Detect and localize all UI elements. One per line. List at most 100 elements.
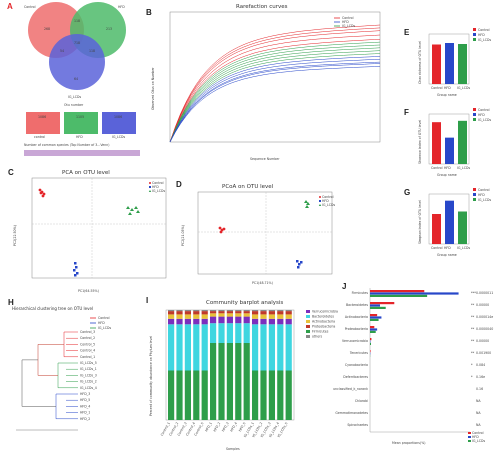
community-segment xyxy=(235,311,242,314)
community-segment xyxy=(260,311,267,315)
community-legend-label: Bacteroidetes xyxy=(312,315,334,319)
phylum-bar xyxy=(370,326,375,329)
phylum-significance: * xyxy=(471,363,473,367)
rarefaction-frame xyxy=(169,11,381,143)
pcoa-title: PCoA on OTU level xyxy=(222,184,274,190)
community-segment xyxy=(260,324,267,371)
rarefaction-title: Rarefaction curves xyxy=(236,4,288,10)
pca-legend-control: Control xyxy=(152,181,164,185)
bar-legend-swatch xyxy=(473,108,476,111)
panel-letter-a: A xyxy=(7,2,13,11)
bar-xlabel: Group name xyxy=(437,253,457,257)
tree-leaf-label: IG_LCDs_1 xyxy=(80,367,97,371)
bar-ylabel: Shannon index of OTU level xyxy=(418,120,422,164)
venn-bar-caption: Number of common species (Top Number of … xyxy=(24,143,110,147)
panel-letter-j: J xyxy=(342,282,347,291)
venn-label-hfd: HFD xyxy=(118,5,125,9)
phylum-pvalue: 0.0000011 xyxy=(476,291,493,295)
rarefaction-curve xyxy=(169,58,381,143)
community-segment xyxy=(285,324,292,371)
community-segment xyxy=(193,311,200,315)
community-segment xyxy=(226,310,233,312)
tree-leaf-label: IG_LCDs_4 xyxy=(80,386,97,390)
bar-ig_lcds xyxy=(458,44,467,84)
bar-legend-swatch xyxy=(473,193,476,196)
community-title: Community barplot analysis xyxy=(206,300,283,306)
bar-hfd xyxy=(445,43,454,84)
phylum-pvalue: 0.00000 xyxy=(476,339,489,343)
community-segment xyxy=(193,310,200,312)
pca-ylabel: PC2(22.50%) xyxy=(13,225,17,246)
community-segment xyxy=(168,314,175,319)
venn-bar-control xyxy=(26,112,60,134)
venn-value-c: 64 xyxy=(74,77,78,81)
phylum-bar xyxy=(370,350,371,353)
community-legend: VerrucomicrobiaBacteroidetesActinobacter… xyxy=(306,310,338,339)
community-segment xyxy=(243,316,250,324)
phylum-label: Spirochaetes xyxy=(347,423,368,427)
community-segment xyxy=(260,314,267,319)
community-segment xyxy=(226,343,233,420)
rarefaction-curve xyxy=(169,56,381,143)
phylum-pvalue: 0.001900 xyxy=(476,351,491,355)
legend-ig: IG_LCDs xyxy=(342,24,355,28)
community-segment xyxy=(252,311,259,315)
community-segment xyxy=(235,316,242,324)
community-segment xyxy=(193,314,200,319)
community-segment xyxy=(201,314,208,319)
community-segment xyxy=(268,370,275,420)
community-xlabel: Samples xyxy=(226,447,240,451)
tree-branches: Control_3 Control_2 Control_5 Control_4 Cont… xyxy=(16,330,97,431)
community-segment xyxy=(218,313,225,317)
bar-legend-label: HFD xyxy=(478,193,485,197)
venn-bar-ig xyxy=(102,112,136,134)
bar-legend-label: Control xyxy=(478,108,490,112)
community-segment xyxy=(193,324,200,371)
bar-cat-label: IG_LCDs xyxy=(457,166,470,170)
phylum-pvalue: NA xyxy=(476,423,481,427)
tree-leaf-label: HFD_1 xyxy=(80,411,90,415)
tree-leaf-label: Control_2 xyxy=(80,336,95,340)
phylum-bar xyxy=(370,318,379,321)
community-segment xyxy=(268,310,275,312)
community-segment xyxy=(201,318,208,325)
community-segment xyxy=(193,370,200,420)
community-legend-label: Firmicutes xyxy=(312,330,329,334)
community-segment xyxy=(252,314,259,319)
pca-legend-hfd: HFD xyxy=(152,185,159,189)
rarefaction-curve xyxy=(169,41,381,143)
community-segment xyxy=(218,310,225,312)
community-segment xyxy=(235,343,242,420)
community-segment xyxy=(285,314,292,319)
tree-legend-ig: IG_LCDs xyxy=(98,326,111,330)
community-segment xyxy=(277,370,284,420)
bar-cat-label: Control xyxy=(431,166,443,170)
bar-legend-swatch xyxy=(473,38,476,41)
phylum-pvalue: 0.000014e xyxy=(476,315,493,319)
rarefaction-chart: Rarefaction curves Sequence Number Obser… xyxy=(151,4,381,161)
community-segment xyxy=(252,324,259,371)
phylum-bar xyxy=(370,328,378,331)
community-segment xyxy=(226,316,233,324)
community-sample-label: IG_LCDs_5 xyxy=(277,422,289,439)
venn-value-ab: 118 xyxy=(74,19,80,23)
community-segment xyxy=(285,318,292,325)
pcoa-plot: PCoA on OTU level PC1(48.71%) PC2(21.05%… xyxy=(181,184,335,285)
pcoa-ylabel: PC2(21.05%) xyxy=(181,225,185,246)
community-sample-label: Control_5 xyxy=(193,422,204,437)
tree-leaf-label: HFD_5 xyxy=(80,398,90,402)
community-segment xyxy=(201,324,208,371)
venn-value-bc: 118 xyxy=(89,49,95,53)
phylum-xlabel: Mean proportions(%) xyxy=(392,441,425,445)
venn-value-b: 213 xyxy=(106,27,112,31)
bar-legend-label: Control xyxy=(478,188,490,192)
phylum-pvalue: NA xyxy=(476,411,481,415)
community-segment xyxy=(184,310,191,312)
bar-cat-label: HFD xyxy=(444,86,451,90)
pcoa-points-control xyxy=(218,226,226,234)
venn-value-abc: 718 xyxy=(74,41,80,45)
venn-bar-value-ig: 1086 xyxy=(114,115,122,119)
pca-points-ig xyxy=(126,206,140,215)
tree-leaf-label: IG_LCDs_5 xyxy=(80,361,97,365)
bar-legend-swatch xyxy=(473,33,476,36)
